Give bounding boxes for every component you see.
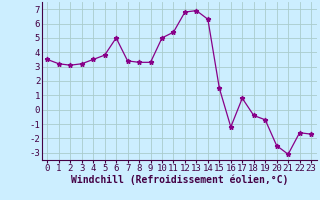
X-axis label: Windchill (Refroidissement éolien,°C): Windchill (Refroidissement éolien,°C): [70, 175, 288, 185]
